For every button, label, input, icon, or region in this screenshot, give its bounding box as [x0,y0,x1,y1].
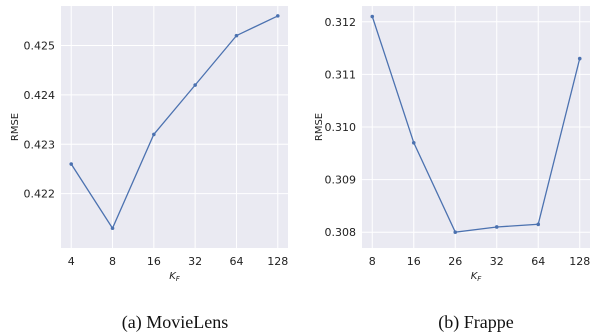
y-axis-label: RMSE [10,113,21,141]
y-tick-label: 0.312 [325,16,357,29]
data-point [152,132,156,137]
plot-area [61,6,288,248]
x-tick-label: 16 [407,255,421,268]
x-tick-label: 64 [531,255,545,268]
chart-panel-2: 0.308 0.309 0.310 0.311 0.312 8 16 26 32 64 128 KF R… [314,6,590,333]
x-tick-label: 128 [569,255,590,268]
data-point [234,33,239,38]
x-tick-label: 4 [68,255,75,268]
y-tick-label: 0.309 [325,174,357,187]
x-tick-label: 16 [147,255,161,268]
y-axis-label: RMSE [314,113,325,141]
data-point [577,56,582,61]
y-tick-label: 0.310 [325,121,357,134]
data-point [69,162,74,166]
x-tick-label: 128 [267,255,288,268]
x-tick-label: 8 [369,255,376,268]
y-tick-label: 0.423 [24,138,56,151]
series-line [371,16,581,233]
chart-caption: (b) Frappe [438,312,513,333]
data-point [110,226,115,231]
x-tick-label: 32 [188,255,202,268]
chart-caption: (a) MovieLens [122,312,228,333]
data-point [275,14,280,18]
y-tick-label: 0.422 [24,188,56,201]
x-tick-label: 8 [109,255,116,268]
x-tick-label: 26 [448,255,462,268]
x-tick-label: 32 [490,255,504,268]
data-point [494,225,499,229]
y-tick-label: 0.425 [24,40,56,53]
y-tick-label: 0.308 [325,226,357,239]
data-point [411,140,416,145]
x-axis-label: KF [471,271,483,283]
data-point [453,230,458,235]
y-tick-label: 0.311 [325,68,357,81]
chart-panel-1: 0.422 0.423 0.424 0.425 4 8 16 32 64 128 KF RMSE (a)… [10,6,288,333]
data-point [193,83,197,87]
data-point [370,14,375,19]
x-tick-label: 64 [229,255,243,268]
data-point [536,222,541,227]
y-tick-label: 0.424 [24,89,56,102]
series-line [70,15,279,230]
x-axis-label: KF [169,271,181,283]
